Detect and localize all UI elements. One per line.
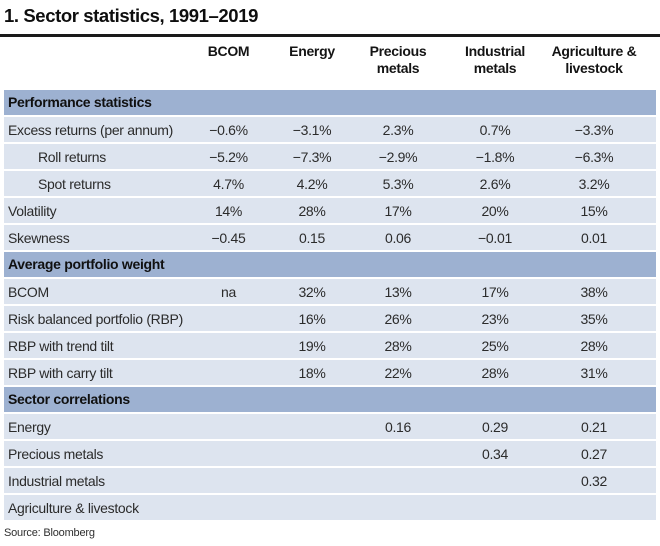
- cell-value: 0.7%: [479, 121, 511, 138]
- cell-value: −6.3%: [574, 148, 614, 165]
- cell-value: 31%: [580, 364, 608, 381]
- table-row-rbp-with-trend-tilt: RBP with trend tilt 19% 28% 25% 28%: [4, 333, 656, 358]
- cell-value: 15%: [580, 202, 608, 219]
- table-row-rbp-with-carry-tilt: RBP with carry tilt 18% 22% 28% 31%: [4, 360, 656, 385]
- cell-value: 35%: [580, 310, 608, 327]
- cell-value: 4.2%: [296, 175, 328, 192]
- row-label: Agriculture & livestock: [8, 499, 139, 516]
- row-label: Energy: [8, 418, 51, 435]
- cell-value: na: [221, 283, 236, 300]
- section-header-sector-correlations: Sector correlations: [4, 387, 656, 412]
- cell-value: 32%: [298, 283, 326, 300]
- column-header-precious-metals: Precious metals: [369, 43, 427, 76]
- row-label: RBP with trend tilt: [8, 337, 114, 354]
- cell-value: 4.7%: [213, 175, 244, 192]
- cell-value: 19%: [298, 337, 326, 354]
- cell-value: 3.2%: [578, 175, 610, 192]
- table-row-bcom: BCOM na 32% 13% 17% 38%: [4, 279, 656, 304]
- cell-value: −5.2%: [209, 148, 248, 165]
- cell-value: 0.06: [384, 229, 412, 246]
- cell-value: 2.6%: [479, 175, 511, 192]
- cell-value: 13%: [384, 283, 412, 300]
- row-label: RBP with carry tilt: [8, 364, 113, 381]
- cell-value: 23%: [481, 310, 509, 327]
- cell-value: −3.1%: [292, 121, 332, 138]
- row-label: Excess returns (per annum): [8, 121, 173, 138]
- cell-value: −7.3%: [292, 148, 332, 165]
- section-header-average-portfolio-weight: Average portfolio weight: [4, 252, 656, 277]
- table-row-spot-returns: Spot returns 4.7% 4.2% 5.3% 2.6% 3.2%: [4, 171, 656, 196]
- title-rule: [0, 34, 660, 37]
- row-label: Volatility: [8, 202, 57, 219]
- cell-value: 22%: [384, 364, 412, 381]
- cell-value: 0.01: [580, 229, 608, 246]
- cell-value: −0.45: [211, 229, 246, 246]
- table-row-risk-balanced-portfolio-rbp: Risk balanced portfolio (RBP) 16% 26% 23% 35…: [4, 306, 656, 331]
- column-header-industrial-metals: Industrial metals: [464, 43, 525, 76]
- cell-value: 5.3%: [382, 175, 414, 192]
- column-header-row: BCOM Energy Precious metals Industrial meta…: [4, 37, 656, 90]
- cell-value: 0.27: [580, 445, 608, 462]
- cell-value: 20%: [481, 202, 509, 219]
- row-label: BCOM: [8, 283, 49, 300]
- table-row-volatility: Volatility 14% 28% 17% 20% 15%: [4, 198, 656, 223]
- cell-value: 18%: [298, 364, 326, 381]
- cell-value: 17%: [384, 202, 412, 219]
- row-label-column-spacer: [4, 43, 185, 90]
- row-label: Skewness: [8, 229, 70, 246]
- cell-value: 0.32: [580, 472, 608, 489]
- row-label: Precious metals: [8, 445, 104, 462]
- cell-value: 28%: [481, 364, 509, 381]
- section-header-performance-statistics: Performance statistics: [4, 90, 656, 115]
- cell-value: 0.21: [580, 418, 608, 435]
- table-row-excess-returns-per-annum: Excess returns (per annum) −0.6% −3.1% 2.3%…: [4, 117, 656, 142]
- cell-value: 0.16: [384, 418, 412, 435]
- cell-value: −0.01: [478, 229, 512, 246]
- row-label: Spot returns: [38, 175, 111, 192]
- cell-value: 17%: [481, 283, 509, 300]
- table-row-industrial-metals: Industrial metals 0.32: [4, 468, 656, 493]
- cell-value: 25%: [481, 337, 509, 354]
- cell-value: 38%: [580, 283, 608, 300]
- cell-value: −1.8%: [475, 148, 515, 165]
- cell-value: 0.34: [481, 445, 509, 462]
- table-row-skewness: Skewness −0.45 0.15 0.06 −0.01 0.01: [4, 225, 656, 250]
- cell-value: 2.3%: [382, 121, 414, 138]
- column-header-energy: Energy: [289, 43, 335, 59]
- row-label: Roll returns: [38, 148, 106, 165]
- cell-value: 28%: [384, 337, 412, 354]
- table-row-agriculture-livestock: Agriculture & livestock: [4, 495, 656, 520]
- figure-title: 1. Sector statistics, 1991–2019: [4, 5, 258, 26]
- row-label: Risk balanced portfolio (RBP): [8, 310, 183, 327]
- row-label: Industrial metals: [8, 472, 105, 489]
- cell-value: 16%: [298, 310, 326, 327]
- cell-value: 0.15: [298, 229, 326, 246]
- table-body: Performance statistics Excess returns (pe…: [4, 90, 656, 520]
- cell-value: 14%: [214, 202, 243, 219]
- cell-value: 0.29: [481, 418, 509, 435]
- table-row-roll-returns: Roll returns −5.2% −7.3% −2.9% −1.8% −6.3%: [4, 144, 656, 169]
- column-header-agriculture-livestock: Agriculture & livestock: [551, 43, 637, 76]
- cell-value: −2.9%: [378, 148, 418, 165]
- table-row-energy: Energy 0.16 0.29 0.21: [4, 414, 656, 439]
- cell-value: −0.6%: [209, 121, 248, 138]
- cell-value: −3.3%: [574, 121, 614, 138]
- column-header-bcom: BCOM: [207, 43, 250, 59]
- cell-value: 28%: [298, 202, 326, 219]
- cell-value: 26%: [384, 310, 412, 327]
- table-row-precious-metals: Precious metals 0.34 0.27: [4, 441, 656, 466]
- source-note: Source: Bloomberg: [4, 527, 95, 539]
- cell-value: 28%: [580, 337, 608, 354]
